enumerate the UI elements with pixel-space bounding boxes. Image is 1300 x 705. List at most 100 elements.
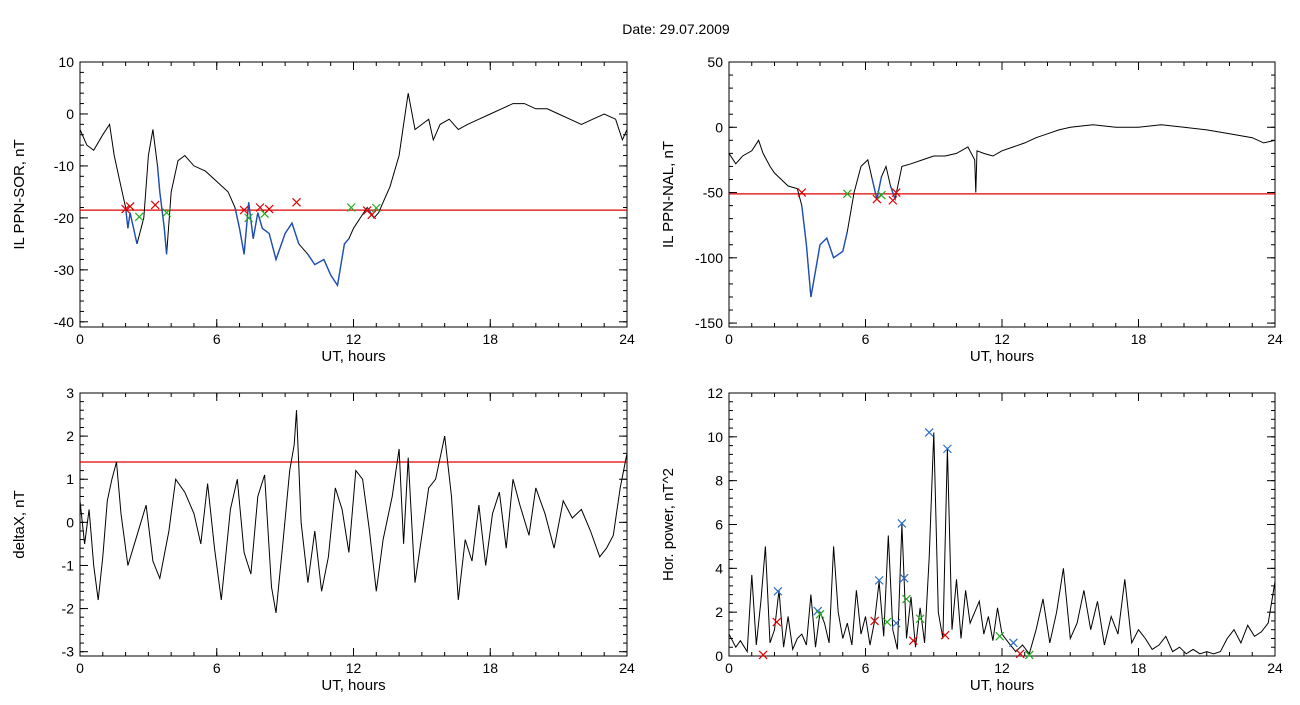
x-axis-label: UT, hours — [321, 677, 385, 694]
page-title: Date: 29.07.2009 — [622, 21, 730, 37]
cross-marker — [902, 594, 911, 604]
cross-stroke — [1015, 649, 1025, 659]
cross-stroke — [924, 428, 934, 437]
cross-stroke — [121, 204, 131, 214]
y-tick-label: 0 — [66, 106, 74, 122]
cross-marker — [899, 573, 909, 583]
cross-stroke — [1008, 638, 1018, 648]
cross-stroke — [877, 190, 886, 200]
cross-marker — [292, 197, 301, 207]
cross-stroke — [367, 210, 377, 220]
x-axis-label: UT, hours — [321, 348, 385, 365]
cross-stroke — [773, 586, 783, 596]
y-tick-label: 12 — [707, 385, 723, 401]
y-axis-label: IL PPN-SOR, nT — [11, 139, 28, 249]
x-tick-label: 12 — [346, 331, 362, 347]
cross-marker — [773, 586, 783, 596]
x-tick-label: 18 — [482, 331, 498, 347]
cross-stroke — [874, 575, 884, 585]
cross-stroke — [362, 206, 372, 216]
cross-marker — [815, 609, 825, 619]
cross-stroke — [371, 203, 381, 213]
y-tick-label: 2 — [66, 428, 74, 444]
x-tick-label: 24 — [1267, 331, 1283, 347]
cross-marker — [915, 614, 925, 624]
highlight-segment — [889, 185, 896, 200]
y-tick-label: 10 — [707, 429, 723, 445]
cross-marker — [842, 189, 852, 199]
cross-marker — [995, 631, 1005, 641]
cross-marker — [942, 444, 952, 454]
y-axis-label: Hor. power, nT^2 — [660, 468, 677, 581]
cross-marker — [125, 202, 135, 211]
cross-marker — [870, 616, 880, 626]
plot-frame — [728, 61, 1276, 328]
cross-stroke — [134, 212, 144, 222]
y-tick-label: -10 — [54, 158, 74, 174]
cross-stroke — [162, 208, 172, 218]
highlight-segment — [234, 202, 300, 262]
y-tick-label: 0 — [715, 648, 723, 664]
cross-stroke — [1024, 650, 1034, 660]
series-line — [79, 93, 628, 287]
cross-stroke — [758, 650, 768, 660]
y-tick-label: 50 — [707, 54, 723, 70]
y-tick-label: -50 — [703, 185, 723, 201]
y-tick-label: -150 — [695, 315, 723, 331]
cross-stroke — [244, 213, 254, 223]
cross-stroke — [125, 202, 135, 211]
x-tick-label: 6 — [213, 331, 221, 347]
highlight-segment — [124, 207, 138, 245]
y-tick-label: -30 — [54, 262, 74, 278]
cross-stroke — [897, 518, 907, 528]
cross-marker — [874, 575, 884, 585]
x-tick-label: 18 — [1131, 331, 1147, 347]
x-tick-label: 24 — [1267, 660, 1283, 676]
cross-stroke — [842, 189, 852, 199]
cross-stroke — [940, 630, 950, 640]
cross-marker — [346, 203, 356, 212]
cross-stroke — [891, 188, 901, 197]
cross-marker — [1008, 638, 1018, 648]
cross-marker — [371, 203, 381, 213]
cross-stroke — [255, 203, 265, 212]
chart-panel-p3: 0 6 12 18 24 3 2 1 0 -1 -2 -3 UT, hours deltaX, nT — [11, 385, 635, 694]
cross-stroke — [772, 617, 782, 627]
cross-stroke — [813, 606, 823, 616]
cross-stroke — [870, 616, 880, 626]
y-tick-label: 1 — [66, 471, 74, 487]
cross-marker — [940, 630, 950, 640]
cross-stroke — [915, 614, 925, 624]
x-tick-label: 18 — [1131, 660, 1147, 676]
cross-stroke — [899, 573, 909, 583]
cross-marker — [255, 203, 265, 212]
y-tick-label: 10 — [58, 54, 74, 70]
cross-marker — [244, 213, 254, 223]
x-tick-label: 0 — [76, 660, 84, 676]
x-axis-label: UT, hours — [970, 677, 1034, 694]
cross-marker — [882, 617, 892, 627]
chart-panel-p4: 0 6 12 18 24 12 10 8 6 4 2 0 UT, hours Hor. power, nT… — [660, 385, 1283, 694]
cross-stroke — [815, 609, 825, 619]
cross-stroke — [902, 594, 911, 604]
cross-stroke — [346, 203, 356, 212]
y-tick-label: 4 — [715, 560, 723, 576]
x-tick-label: 6 — [862, 331, 870, 347]
cross-marker — [797, 188, 807, 197]
cross-stroke — [150, 200, 160, 210]
x-tick-label: 12 — [994, 660, 1010, 676]
x-axis-label: UT, hours — [970, 348, 1034, 365]
y-tick-label: -1 — [62, 557, 75, 573]
x-tick-label: 12 — [346, 660, 362, 676]
y-tick-label: -3 — [62, 644, 75, 660]
cross-stroke — [797, 188, 807, 197]
y-tick-label: 6 — [715, 517, 723, 533]
chart-panel-p2: 0 6 12 18 24 50 0 -50 -100 -150 UT, hours IL PPN-NA… — [660, 54, 1283, 365]
cross-marker — [888, 195, 898, 205]
cross-marker — [772, 617, 782, 627]
plot-frame — [79, 61, 628, 328]
highlight-segment — [156, 165, 168, 255]
y-tick-label: -40 — [54, 314, 74, 330]
cross-marker — [121, 204, 131, 214]
cross-marker — [891, 618, 901, 628]
